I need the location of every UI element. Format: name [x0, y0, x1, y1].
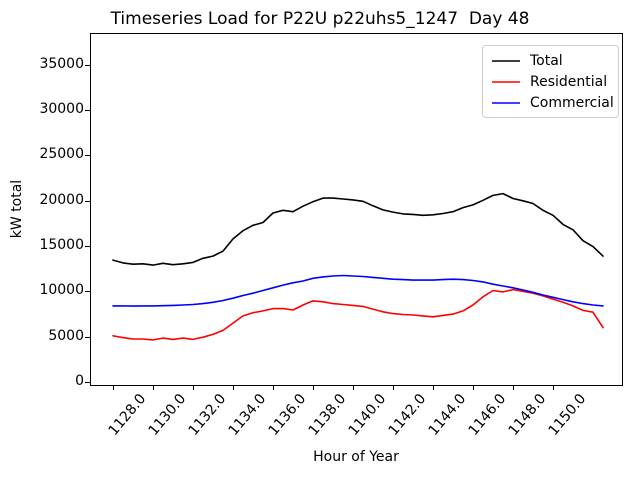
commercial-line-sample-icon	[492, 101, 520, 104]
y-tick-label: 30000	[39, 101, 84, 117]
y-tick-label: 20000	[39, 192, 84, 208]
legend-label-total: Total	[530, 52, 563, 69]
legend-item-residential: Residential	[491, 71, 610, 92]
legend-item-commercial: Commercial	[491, 92, 614, 113]
legend-item-total: Total	[491, 50, 610, 71]
y-tick-label: 15000	[39, 237, 84, 253]
plot-border	[90, 33, 623, 386]
series-line-residential	[112, 288, 604, 341]
legend-label-commercial: Commercial	[530, 94, 614, 111]
x-axis-label: Hour of Year	[313, 449, 399, 465]
y-tick-label: 5000	[48, 328, 84, 344]
y-tick-label: 10000	[39, 282, 84, 298]
y-axis-label-wrap: kW total	[2, 33, 32, 385]
legend: Total Residential Commercial	[482, 45, 619, 118]
y-tick-label: 25000	[39, 146, 84, 162]
y-tick-label: 0	[75, 373, 84, 389]
legend-label-residential: Residential	[530, 73, 608, 90]
series-line-total	[112, 192, 604, 266]
y-tick-label: 35000	[39, 56, 84, 72]
chart-title: Timeseries Load for P22U p22uhs5_1247 Da…	[110, 9, 530, 29]
total-line-sample-icon	[492, 59, 520, 62]
residential-line-sample-icon	[492, 80, 520, 83]
series-line-commercial	[112, 274, 604, 307]
y-axis-label: kW total	[9, 179, 26, 239]
